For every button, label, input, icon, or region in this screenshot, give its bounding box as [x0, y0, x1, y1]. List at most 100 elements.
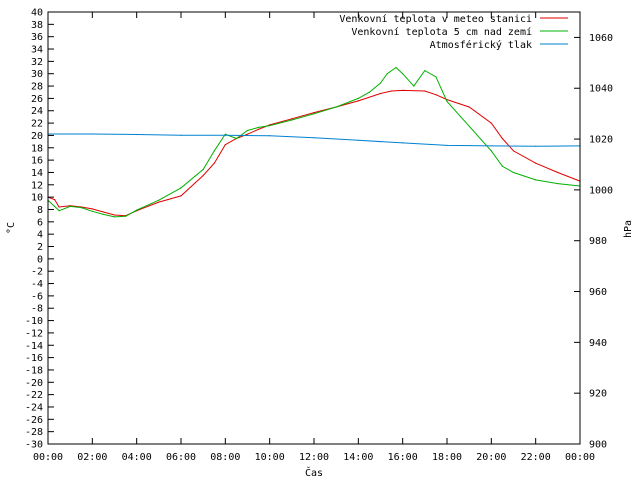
y-tick-label: -24	[25, 402, 43, 413]
y-tick-label: 0	[37, 254, 43, 265]
series-1-point	[386, 73, 388, 75]
y-tick-label: -10	[25, 316, 43, 327]
series-0-point	[102, 211, 105, 213]
series-1-point	[235, 137, 238, 140]
series-0-point	[158, 201, 160, 203]
legend-label-1: Venkovní teplota 5 cm nad zemí	[351, 26, 532, 38]
x-tick-label: 08:00	[210, 452, 240, 463]
y-tick-label: -8	[31, 304, 43, 315]
series-1-point	[224, 133, 226, 135]
series-1-point	[512, 171, 515, 174]
legend-label-2: Atmosférický tlak	[430, 39, 532, 51]
y-tick-label: -4	[31, 279, 43, 290]
series-0-point	[257, 128, 260, 130]
series-1-point	[490, 150, 492, 152]
y-tick-label: -20	[25, 378, 43, 389]
y-tick-label: 6	[37, 217, 43, 228]
x-axis-label: Čas	[305, 466, 323, 479]
series-0-point	[435, 94, 437, 96]
y2-tick-label: 900	[589, 440, 607, 451]
series-0-point	[313, 111, 315, 114]
series-1-point	[468, 125, 470, 127]
y-tick-label: 20	[31, 131, 43, 142]
series-2-point	[490, 145, 492, 147]
series-1-point	[368, 91, 371, 93]
y-tick-label: 40	[31, 8, 43, 19]
series-1-point	[357, 97, 359, 99]
series-0-point	[557, 171, 559, 174]
series-2-point	[269, 135, 271, 137]
series-0-point	[113, 214, 116, 216]
x-tick-label: 06:00	[166, 452, 196, 463]
series-0-point	[213, 162, 215, 164]
series-0-point	[501, 137, 504, 140]
x-tick-label: 10:00	[255, 452, 285, 463]
legend-label-0: Venkovní teplota v meteo stanici	[339, 13, 532, 25]
series-0-point	[390, 90, 393, 92]
x-tick-label: 14:00	[343, 452, 373, 463]
x-tick-label: 18:00	[432, 452, 462, 463]
series-1-point	[535, 179, 537, 181]
series-line-0	[47, 89, 581, 217]
series-1-point	[501, 165, 504, 167]
series-1-point	[113, 216, 116, 218]
series-1-point	[124, 215, 127, 217]
x-tick-label: 20:00	[476, 452, 506, 463]
series-0-point	[379, 92, 382, 95]
y-tick-label: 26	[31, 94, 43, 105]
series-1-point	[257, 126, 260, 129]
series-1-point	[58, 210, 60, 212]
series-0-point	[468, 106, 470, 108]
legend: Venkovní teplota v meteo staniciVenkovní…	[339, 13, 568, 51]
series-0-point	[202, 174, 204, 177]
series-1-point	[335, 106, 337, 108]
y-tick-label: 12	[31, 180, 43, 191]
y-tick-label: 16	[31, 156, 43, 167]
y-tick-label: -6	[31, 291, 43, 302]
y-tick-label: -26	[25, 415, 43, 426]
x-tick-label: 00:00	[33, 452, 63, 463]
series-0-point	[357, 100, 359, 102]
series-1-point	[202, 168, 204, 170]
y-tick-label: -12	[25, 328, 43, 339]
series-0-point	[180, 195, 182, 197]
x-tick-label: 22:00	[521, 452, 551, 463]
y-tick-label: 14	[31, 168, 43, 179]
series-0-point	[58, 206, 60, 208]
y-tick-label: 24	[31, 106, 43, 117]
y-tick-label: 4	[37, 230, 43, 241]
y-tick-label: 18	[31, 143, 43, 154]
series-1-point	[91, 210, 93, 212]
x-tick-label: 00:00	[565, 452, 595, 463]
series-2-point	[224, 134, 226, 136]
y-tick-label: 38	[31, 20, 43, 31]
y-tick-label: -22	[25, 390, 43, 401]
series-1-point	[557, 182, 559, 185]
series-1-point	[69, 205, 71, 207]
y2-tick-label: 1020	[589, 135, 613, 146]
y-tick-label: 8	[37, 205, 43, 216]
x-tick-label: 16:00	[388, 452, 418, 463]
y-tick-label: 2	[37, 242, 43, 253]
series-1-point	[213, 150, 215, 152]
series-0-point	[54, 199, 56, 201]
y2-tick-label: 1060	[589, 33, 613, 44]
series-1-point	[54, 205, 56, 207]
y-tick-label: -16	[25, 353, 43, 364]
y-tick-label: 28	[31, 82, 43, 93]
series-1-point	[80, 207, 82, 209]
series-1-point	[402, 73, 404, 75]
y-tick-label: -30	[25, 440, 43, 451]
y-tick-label: 10	[31, 193, 43, 204]
y-tick-label: -18	[25, 365, 43, 376]
y-tick-label: 34	[31, 45, 43, 56]
series-0-point	[402, 89, 404, 91]
series-0-point	[224, 144, 226, 146]
series-1-point	[313, 113, 315, 115]
series-0-point	[490, 122, 492, 124]
series-2-point	[313, 137, 315, 139]
series-1-point	[379, 82, 382, 84]
series-0-point	[91, 208, 93, 210]
series-2-point	[91, 133, 93, 135]
series-1-point	[158, 199, 160, 201]
